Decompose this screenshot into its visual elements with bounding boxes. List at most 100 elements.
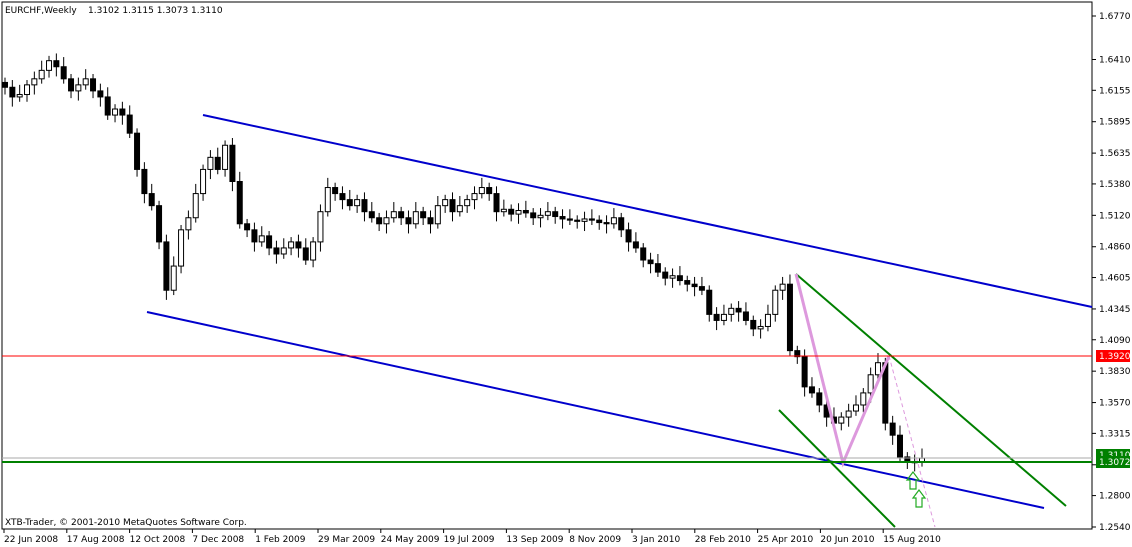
candle-bull bbox=[544, 211, 551, 216]
y-tick-label: 1.4345 bbox=[1099, 305, 1131, 315]
candle-bear bbox=[90, 78, 97, 92]
candle-bear bbox=[2, 81, 8, 88]
up-arrow-icon bbox=[905, 471, 921, 490]
candle-bear bbox=[148, 193, 155, 207]
price-tag-green: 1.3072 bbox=[1096, 456, 1131, 468]
candle-bear bbox=[632, 241, 639, 249]
candle-bull bbox=[442, 199, 449, 207]
candle-bear bbox=[684, 280, 691, 285]
x-tick-label: 12 Oct 2008 bbox=[130, 535, 186, 545]
candle-bear bbox=[522, 209, 529, 214]
candle-bear bbox=[104, 96, 111, 116]
price-tag-red: 1.3920 bbox=[1096, 350, 1131, 362]
candle-bear bbox=[295, 241, 302, 249]
candle-bear bbox=[552, 211, 559, 218]
candle-bull bbox=[75, 84, 82, 92]
candle-bear bbox=[654, 263, 661, 273]
candle-bear bbox=[486, 187, 493, 195]
candle-bull bbox=[434, 205, 441, 225]
candle-bull bbox=[874, 362, 881, 376]
y-tick-label: 1.2540 bbox=[1099, 523, 1131, 533]
candle-bear bbox=[163, 241, 170, 291]
y-tick-label: 1.3830 bbox=[1099, 367, 1131, 377]
candle-bull bbox=[324, 187, 331, 213]
candle-bear bbox=[816, 392, 823, 406]
candle-bull bbox=[537, 214, 544, 219]
candle-bear bbox=[273, 247, 280, 255]
x-tick-label: 24 May 2009 bbox=[381, 535, 440, 545]
x-tick-label: 1 Feb 2009 bbox=[255, 535, 306, 545]
candle-bear bbox=[332, 187, 339, 195]
candle-bull bbox=[383, 217, 390, 225]
candle-bull bbox=[185, 217, 192, 231]
candle-bear bbox=[134, 132, 141, 170]
x-tick-label: 29 Mar 2009 bbox=[318, 535, 375, 545]
candle-bear bbox=[735, 307, 742, 313]
candle-bull bbox=[354, 199, 361, 207]
candle-bull bbox=[779, 283, 786, 291]
candle-bear bbox=[119, 108, 126, 116]
candle-bull bbox=[24, 84, 31, 96]
x-axis: 22 Jun 2008 17 Aug 2008 12 Oct 2008 7 Dec 2… bbox=[3, 529, 941, 545]
candle-bull bbox=[200, 168, 207, 195]
blue-channel-upper bbox=[202, 114, 1093, 308]
candle-bull bbox=[310, 241, 317, 261]
candle-bear bbox=[420, 211, 427, 219]
price-tag-green-label: 1.3072 bbox=[1099, 458, 1131, 468]
y-tick-label: 1.5380 bbox=[1099, 180, 1131, 190]
candle-bull bbox=[412, 211, 419, 225]
candle-bear bbox=[449, 199, 456, 213]
candle-bear bbox=[618, 217, 625, 231]
candle-bull bbox=[464, 199, 471, 207]
x-tick-label: 13 Sep 2009 bbox=[506, 535, 563, 545]
candle-bull bbox=[82, 78, 89, 86]
x-tick-label: 28 Feb 2010 bbox=[695, 535, 751, 545]
green-channel-upper bbox=[795, 273, 1067, 507]
x-tick-label: 8 Nov 2009 bbox=[569, 535, 621, 545]
copyright-text: XTB-Trader, © 2001-2010 MetaQuotes Softw… bbox=[5, 518, 247, 528]
x-tick-label: 25 Apr 2010 bbox=[758, 535, 814, 545]
candle-bull bbox=[207, 156, 214, 170]
candle-bear bbox=[376, 217, 383, 225]
up-arrow-icon-2 bbox=[911, 489, 927, 508]
candle-bear bbox=[427, 217, 434, 225]
candle-bear bbox=[662, 271, 669, 279]
y-tick-label: 1.3570 bbox=[1099, 399, 1131, 409]
plot-frame bbox=[1, 1, 1093, 530]
y-tick-label: 1.6770 bbox=[1099, 12, 1131, 22]
candle-bear bbox=[9, 86, 16, 98]
candle-bear bbox=[368, 211, 375, 219]
y-tick-label: 1.5635 bbox=[1099, 149, 1131, 159]
x-tick-label: 22 Jun 2008 bbox=[4, 535, 58, 545]
chart-ohlc: 1.3102 1.3115 1.3073 1.3110 bbox=[88, 6, 223, 16]
x-tick-label: 15 Aug 2010 bbox=[883, 535, 941, 545]
y-tick-label: 1.6410 bbox=[1099, 55, 1131, 65]
candle-bull bbox=[610, 217, 617, 225]
candle-bull bbox=[192, 193, 199, 219]
candle-bull bbox=[757, 325, 764, 330]
candle-bull bbox=[669, 275, 676, 279]
candle-bull bbox=[838, 416, 845, 424]
y-tick-label: 1.4860 bbox=[1099, 243, 1131, 253]
candle-bear bbox=[126, 114, 133, 134]
candle-bear bbox=[508, 208, 515, 215]
y-tick-label: 1.2800 bbox=[1099, 492, 1131, 502]
candle-bear bbox=[97, 90, 104, 98]
candle-bear bbox=[266, 235, 273, 249]
candle-bull bbox=[31, 78, 38, 86]
candle-bear bbox=[493, 193, 500, 213]
candle-bear bbox=[676, 275, 683, 282]
candle-bear bbox=[236, 181, 243, 225]
candle-bear bbox=[398, 211, 405, 219]
candle-bull bbox=[728, 307, 735, 315]
candle-bull bbox=[390, 211, 397, 219]
candle-bear bbox=[596, 219, 603, 224]
candle-bear bbox=[794, 350, 801, 358]
x-tick-label: 3 Jan 2010 bbox=[632, 535, 680, 545]
candle-bull bbox=[317, 211, 324, 243]
pink-projection-line bbox=[888, 355, 936, 528]
price-tag-red-label: 1.3920 bbox=[1099, 352, 1131, 362]
y-tick-label: 1.5120 bbox=[1099, 211, 1131, 221]
